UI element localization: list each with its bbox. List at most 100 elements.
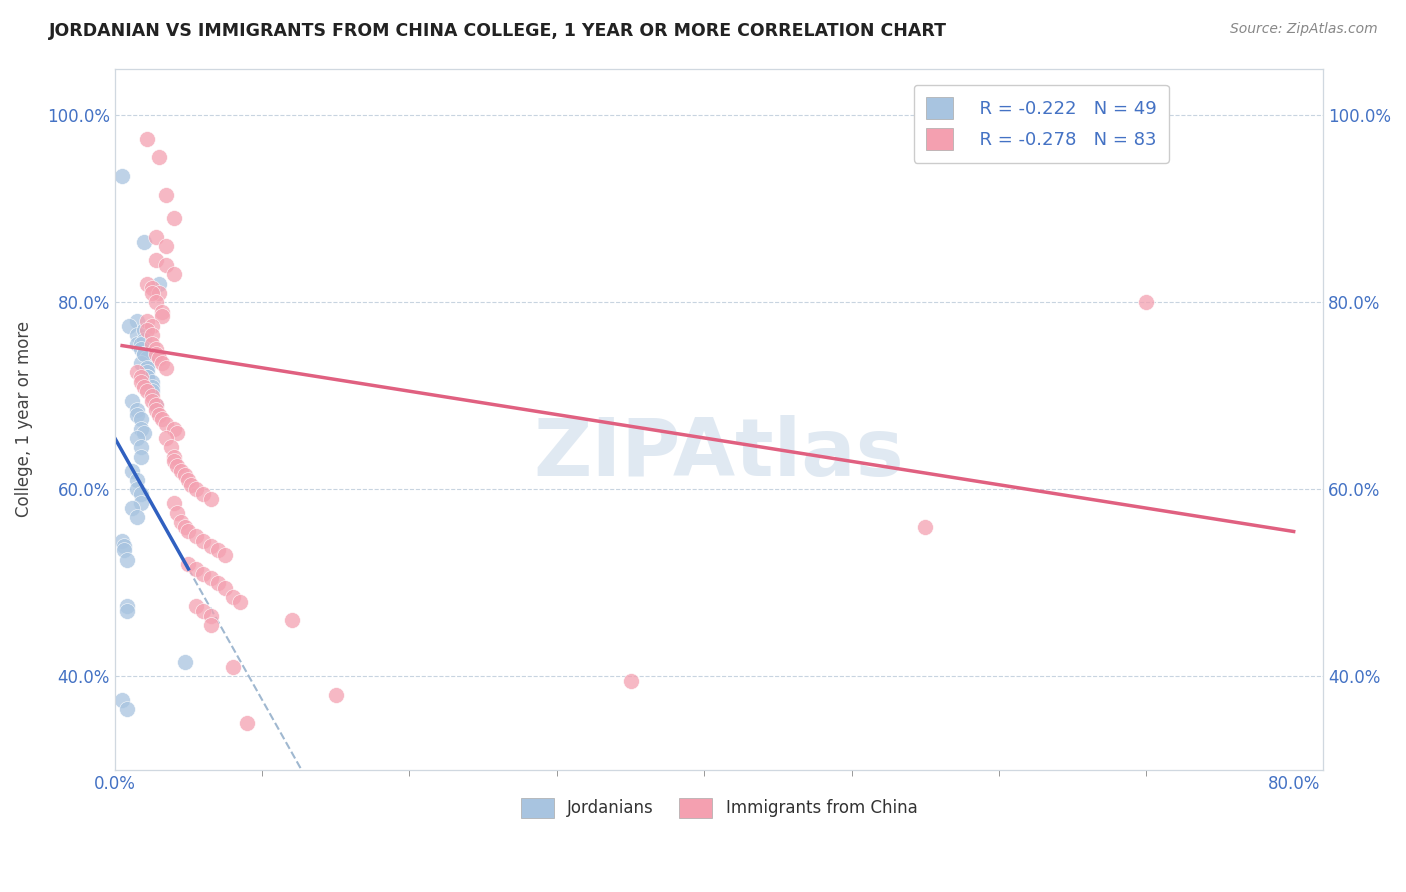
Point — [163, 422, 186, 436]
Point — [125, 408, 148, 422]
Point — [166, 458, 188, 473]
Point — [136, 360, 159, 375]
Point — [193, 604, 215, 618]
Point — [145, 230, 167, 244]
Point — [174, 468, 197, 483]
Point — [111, 533, 134, 548]
Point — [129, 342, 152, 356]
Point — [150, 412, 173, 426]
Point — [136, 370, 159, 384]
Point — [141, 318, 163, 333]
Point — [619, 674, 641, 689]
Point — [163, 454, 186, 468]
Point — [193, 487, 215, 501]
Point — [134, 235, 156, 249]
Point — [148, 285, 170, 300]
Point — [145, 342, 167, 356]
Point — [112, 543, 135, 558]
Point — [193, 533, 215, 548]
Point — [174, 520, 197, 534]
Point — [136, 370, 159, 384]
Point — [150, 310, 173, 324]
Point — [184, 562, 207, 576]
Point — [148, 408, 170, 422]
Point — [141, 337, 163, 351]
Point — [125, 314, 148, 328]
Point — [129, 337, 152, 351]
Point — [121, 393, 143, 408]
Point — [184, 483, 207, 497]
Point — [166, 506, 188, 520]
Point — [125, 483, 148, 497]
Point — [136, 360, 159, 375]
Point — [125, 403, 148, 417]
Point — [155, 431, 177, 445]
Point — [214, 548, 236, 562]
Legend: Jordanians, Immigrants from China: Jordanians, Immigrants from China — [513, 791, 924, 825]
Point — [193, 566, 215, 581]
Point — [136, 384, 159, 399]
Point — [221, 660, 243, 674]
Point — [180, 477, 202, 491]
Point — [141, 281, 163, 295]
Point — [163, 450, 186, 464]
Point — [184, 599, 207, 614]
Point — [155, 239, 177, 253]
Point — [136, 366, 159, 380]
Point — [134, 323, 156, 337]
Point — [170, 515, 193, 529]
Point — [134, 347, 156, 361]
Point — [125, 510, 148, 524]
Point — [141, 379, 163, 393]
Point — [125, 473, 148, 487]
Point — [155, 417, 177, 431]
Point — [155, 258, 177, 272]
Point — [200, 608, 222, 623]
Point — [145, 398, 167, 412]
Point — [111, 693, 134, 707]
Point — [141, 285, 163, 300]
Point — [148, 150, 170, 164]
Point — [125, 337, 148, 351]
Point — [115, 599, 138, 614]
Point — [145, 347, 167, 361]
Point — [141, 375, 163, 389]
Point — [170, 464, 193, 478]
Point — [111, 169, 134, 183]
Point — [200, 491, 222, 506]
Point — [115, 604, 138, 618]
Point — [115, 702, 138, 716]
Point — [221, 590, 243, 604]
Point — [134, 333, 156, 347]
Point — [125, 328, 148, 343]
Point — [129, 487, 152, 501]
Point — [163, 267, 186, 281]
Point — [236, 716, 259, 731]
Point — [118, 318, 141, 333]
Point — [136, 314, 159, 328]
Point — [200, 539, 222, 553]
Point — [155, 360, 177, 375]
Point — [150, 356, 173, 370]
Point — [207, 576, 229, 591]
Point — [145, 295, 167, 310]
Point — [129, 375, 152, 389]
Point — [229, 594, 252, 608]
Point — [136, 351, 159, 366]
Point — [163, 211, 186, 226]
Point — [134, 379, 156, 393]
Point — [148, 351, 170, 366]
Text: JORDANIAN VS IMMIGRANTS FROM CHINA COLLEGE, 1 YEAR OR MORE CORRELATION CHART: JORDANIAN VS IMMIGRANTS FROM CHINA COLLE… — [49, 22, 948, 40]
Point — [200, 618, 222, 632]
Point — [129, 370, 152, 384]
Point — [129, 450, 152, 464]
Point — [134, 347, 156, 361]
Point — [174, 656, 197, 670]
Point — [914, 520, 936, 534]
Point — [280, 613, 302, 627]
Point — [145, 398, 167, 412]
Point — [115, 552, 138, 566]
Point — [200, 571, 222, 585]
Point — [163, 496, 186, 510]
Point — [141, 384, 163, 399]
